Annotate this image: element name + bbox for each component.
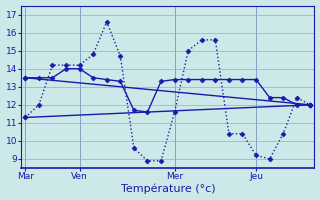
X-axis label: Température (°c): Température (°c) <box>121 184 215 194</box>
